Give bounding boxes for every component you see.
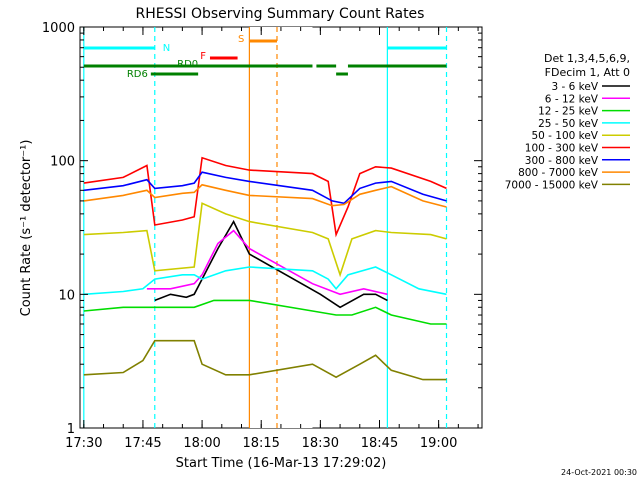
series-line-5 bbox=[83, 156, 447, 238]
annotation-label-n: N bbox=[163, 43, 170, 54]
legend-header: FDecim 1, Att 0 bbox=[545, 66, 630, 79]
series-line-1 bbox=[146, 229, 388, 296]
legend-label: 300 - 800 keV bbox=[525, 155, 599, 167]
x-tick-label: 18:15 bbox=[242, 436, 279, 451]
series-line-8 bbox=[83, 339, 447, 381]
series-line-2 bbox=[83, 299, 447, 325]
x-tick-label: 17:30 bbox=[65, 436, 102, 451]
legend-label: 100 - 300 keV bbox=[525, 143, 599, 155]
y-tick-label: 100 bbox=[50, 155, 75, 170]
annotation-label-f: F bbox=[200, 51, 206, 62]
y-tick-label: 1 bbox=[67, 422, 75, 437]
generated-timestamp: 24-Oct-2021 00:30 bbox=[561, 468, 637, 477]
legend-label: 3 - 6 keV bbox=[551, 81, 598, 93]
x-tick-label: 19:00 bbox=[420, 436, 457, 451]
series-line-3 bbox=[83, 266, 447, 296]
y-axis-label: Count Rate (s⁻¹ detector⁻¹) bbox=[19, 140, 34, 317]
x-axis-label: Start Time (16-Mar-13 17:29:02) bbox=[176, 456, 387, 471]
legend-label: 50 - 100 keV bbox=[531, 130, 598, 142]
annotation-label-rd0: RD0 bbox=[177, 59, 198, 70]
x-tick-label: 17:45 bbox=[124, 436, 161, 451]
legend-label: 25 - 50 keV bbox=[538, 118, 599, 130]
legend-label: 800 - 7000 keV bbox=[518, 167, 599, 179]
chart-title: RHESSI Observing Summary Count Rates bbox=[136, 6, 425, 22]
legend-label: 7000 - 15000 keV bbox=[505, 179, 599, 191]
y-tick-label: 10 bbox=[58, 288, 75, 303]
x-tick-label: 18:30 bbox=[302, 436, 339, 451]
series-line-6 bbox=[83, 171, 447, 205]
series-line-7 bbox=[83, 183, 447, 208]
x-tick-label: 18:00 bbox=[183, 436, 220, 451]
y-tick-label: 1000 bbox=[42, 21, 75, 36]
legend-header: Det 1,3,4,5,6,9, bbox=[544, 52, 630, 65]
annotation-label-rd6: RD6 bbox=[127, 69, 148, 80]
x-tick-label: 18:45 bbox=[361, 436, 398, 451]
annotation-label-s: S bbox=[238, 34, 244, 45]
series-line-0 bbox=[154, 219, 388, 309]
legend-label: 6 - 12 keV bbox=[545, 93, 599, 105]
series-line-4 bbox=[83, 202, 447, 278]
legend-label: 12 - 25 keV bbox=[538, 106, 599, 118]
